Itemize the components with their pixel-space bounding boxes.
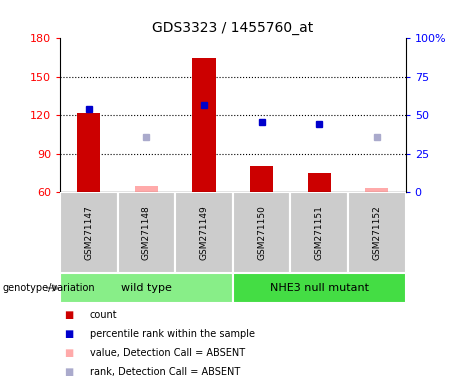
- Text: NHE3 null mutant: NHE3 null mutant: [270, 283, 369, 293]
- Text: GSM271151: GSM271151: [315, 205, 324, 260]
- Text: ■: ■: [65, 367, 74, 377]
- Text: percentile rank within the sample: percentile rank within the sample: [90, 329, 255, 339]
- Text: value, Detection Call = ABSENT: value, Detection Call = ABSENT: [90, 348, 245, 358]
- Bar: [135, 185, 158, 192]
- Bar: [175, 192, 233, 273]
- Title: GDS3323 / 1455760_at: GDS3323 / 1455760_at: [152, 21, 313, 35]
- Text: rank, Detection Call = ABSENT: rank, Detection Call = ABSENT: [90, 367, 240, 377]
- Text: ■: ■: [65, 348, 74, 358]
- Text: GSM271147: GSM271147: [84, 205, 93, 260]
- Bar: [250, 166, 273, 192]
- Text: ■: ■: [65, 310, 74, 320]
- Bar: [193, 58, 216, 192]
- Bar: [233, 273, 406, 303]
- Text: GSM271149: GSM271149: [200, 205, 208, 260]
- Bar: [60, 273, 233, 303]
- Text: genotype/variation: genotype/variation: [2, 283, 95, 293]
- Bar: [290, 192, 348, 273]
- Text: GSM271152: GSM271152: [372, 205, 381, 260]
- Bar: [308, 173, 331, 192]
- Text: GSM271150: GSM271150: [257, 205, 266, 260]
- Text: count: count: [90, 310, 118, 320]
- Text: wild type: wild type: [121, 283, 172, 293]
- Text: GSM271148: GSM271148: [142, 205, 151, 260]
- Text: ■: ■: [65, 329, 74, 339]
- Bar: [77, 113, 100, 192]
- Bar: [348, 192, 406, 273]
- Bar: [60, 192, 118, 273]
- Bar: [118, 192, 175, 273]
- Bar: [365, 188, 388, 192]
- Bar: [233, 192, 290, 273]
